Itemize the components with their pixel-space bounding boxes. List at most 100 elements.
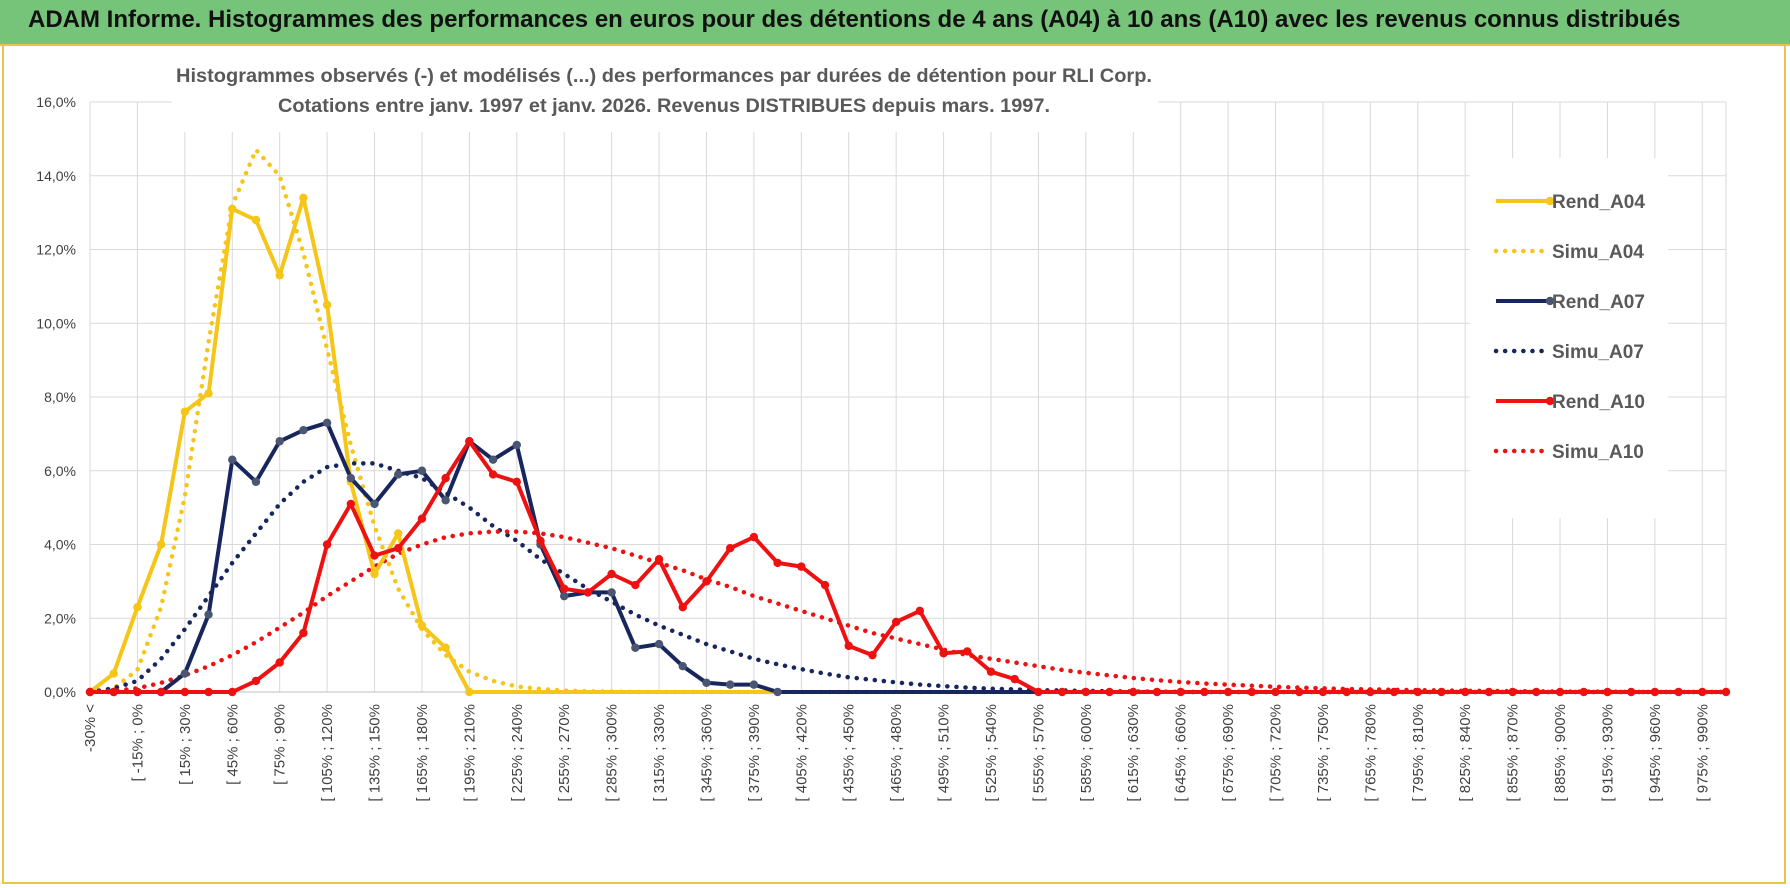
x-tick-label: [ 255% ; 270% [556,704,573,802]
data-point [1626,687,1636,697]
data-point [299,193,308,203]
data-point [156,540,166,549]
x-tick-label: [ 15% ; 30% [177,704,194,785]
legend-background [1470,158,1668,518]
x-tick-label: [ 525% ; 540% [983,704,1000,802]
data-point [773,687,782,697]
data-point [1318,687,1328,697]
data-point [1555,687,1565,697]
data-point [180,669,190,678]
data-point [678,602,687,612]
data-point [133,687,142,697]
y-tick-label: 8,0% [44,389,76,405]
data-point [1603,687,1612,697]
x-tick-label: [ 585% ; 600% [1078,704,1095,802]
data-point [654,639,664,649]
data-point [678,661,687,671]
legend-label: Rend_A07 [1552,292,1645,313]
legend-entry: Simu_A10 [1493,442,1644,463]
series-line [87,145,1729,695]
data-point [1484,687,1494,697]
data-point [180,407,190,416]
data-point [228,204,237,214]
data-point [370,499,379,509]
data-point [228,455,237,464]
data-point [844,641,853,651]
x-tick-label: [ 225% ; 240% [509,704,526,802]
x-tick-label: [ 135% ; 150% [367,704,384,802]
x-tick-label: [ 825% ; 840% [1457,704,1474,802]
series-Rend_A10 [85,437,1731,697]
legend-marker [1545,296,1555,306]
x-tick-label: [ 765% ; 780% [1362,704,1379,802]
x-tick-label: [ 465% ; 480% [888,704,905,802]
y-tick-label: 6,0% [44,463,76,479]
data-point [275,658,284,667]
x-tick-label: [ 975% ; 990% [1694,704,1711,802]
x-tick-label: [ 915% ; 930% [1599,704,1616,802]
data-point [725,543,735,553]
x-tick-label: -30% < [82,704,99,752]
data-point [109,669,118,678]
data-point [1295,687,1304,697]
data-point [133,602,142,612]
data-point [1579,687,1588,697]
data-point [346,473,356,483]
data-point [1247,687,1256,697]
data-point [322,418,332,428]
data-point [797,562,806,571]
legend-label: Simu_A10 [1552,442,1644,463]
legend-entry: Rend_A07 [1496,292,1645,313]
chart-subtitle: Cotations entre janv. 1997 et janv. 2026… [278,96,1050,117]
data-point [488,455,498,464]
data-point [465,687,474,697]
data-point [1460,687,1470,697]
data-point [275,271,284,280]
y-tick-label: 10,0% [36,315,76,331]
data-point [1674,687,1683,697]
data-point [1200,687,1209,697]
data-point [1650,687,1660,697]
x-tick-label: [ -15% ; 0% [129,704,146,782]
legend-entry: Simu_A04 [1493,242,1644,263]
x-tick-label: [ 345% ; 360% [698,704,715,802]
data-point [631,580,640,590]
series-Simu_A07 [87,461,1729,695]
x-tick-label: [ 105% ; 120% [319,704,336,802]
data-point [394,529,403,538]
data-point [441,473,450,483]
data-point [1366,687,1375,697]
series-Simu_A10 [87,529,1729,695]
data-point [299,628,308,638]
title-background [172,58,1158,132]
data-point [820,580,830,590]
x-tick-label: [ 945% ; 960% [1647,704,1664,802]
data-point [441,496,450,505]
data-point [156,687,166,697]
data-point [607,569,616,579]
y-tick-label: 0,0% [44,684,76,700]
data-point [417,621,427,630]
legend-entry: Simu_A07 [1493,342,1644,363]
report-banner: ADAM Informe. Histogrammes des performan… [0,0,1790,46]
data-point [251,676,261,686]
data-point [1698,687,1707,697]
x-tick-label: [ 495% ; 510% [936,704,953,802]
data-point [631,643,640,652]
x-tick-label: [ 705% ; 720% [1268,704,1285,802]
x-tick-label: [ 405% ; 420% [793,704,810,802]
data-point [963,647,972,656]
data-point [560,584,569,593]
data-point [1721,687,1731,697]
data-point [702,577,711,586]
x-tick-label: [ 75% ; 90% [272,704,289,785]
data-point [1532,687,1541,697]
data-point [322,540,332,549]
data-point [370,569,379,579]
chart-title: Histogrammes observés (-) et modélisés (… [176,66,1152,87]
data-point [1223,687,1233,697]
series-line [87,461,1729,695]
data-point [417,466,427,475]
data-point [702,678,711,687]
data-point [512,477,521,487]
